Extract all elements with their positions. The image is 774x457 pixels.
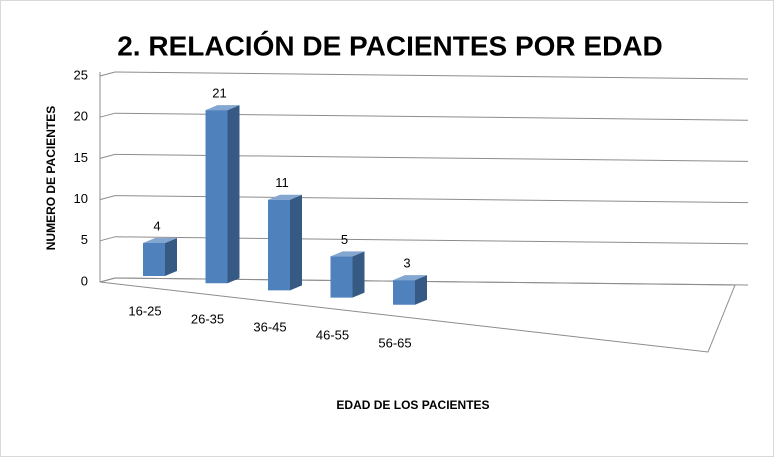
bar-top	[205, 105, 240, 111]
wall-grid-line	[99, 277, 116, 283]
bar-side	[415, 275, 427, 305]
y-tick-label: 0	[81, 273, 88, 288]
data-label: 4	[153, 218, 160, 233]
bar-front	[143, 243, 165, 276]
y-tick-label: 5	[81, 232, 88, 247]
bar-front	[330, 256, 353, 298]
wall-grid-line	[99, 71, 116, 77]
bar-front	[268, 199, 290, 291]
grid-line	[114, 71, 749, 80]
bar-side	[227, 105, 240, 284]
x-tick-label: 36-45	[253, 319, 286, 334]
data-label: 5	[341, 232, 348, 247]
x-tick-label: 46-55	[316, 327, 349, 342]
bar	[143, 238, 177, 276]
x-tick-label: 16-25	[128, 303, 161, 318]
bar-top	[268, 194, 302, 200]
bar	[205, 105, 240, 284]
bar-side	[290, 194, 302, 291]
bar-top	[330, 251, 365, 257]
x-axis-label: EDAD DE LOS PACIENTES	[336, 398, 489, 412]
y-tick-label: 25	[74, 67, 88, 82]
data-label: 11	[275, 175, 289, 190]
data-label: 21	[212, 86, 226, 101]
bar	[393, 275, 427, 305]
bar-side	[352, 251, 365, 298]
data-label: 3	[403, 256, 410, 271]
x-tick-label: 26-35	[191, 311, 224, 326]
bar	[268, 194, 302, 291]
wall-grid-line	[99, 195, 116, 201]
bar-top	[143, 238, 177, 244]
bar	[330, 251, 365, 298]
wall-grid-line	[99, 112, 116, 118]
bar-front	[393, 280, 415, 305]
y-tick-label: 20	[74, 109, 88, 124]
x-tick-label: 56-65	[378, 335, 411, 350]
y-tick-label: 15	[74, 150, 88, 165]
chart-title: 2. RELACIÓN DE PACIENTES POR EDAD	[117, 30, 663, 61]
bar-side	[165, 238, 177, 276]
bar-top	[393, 275, 427, 281]
bar-front	[205, 110, 228, 284]
wall-grid-line	[99, 236, 116, 242]
y-tick-label: 10	[74, 191, 88, 206]
wall-grid-line	[99, 153, 116, 159]
y-axis-label: NUMERO DE PACIENTES	[44, 106, 58, 250]
